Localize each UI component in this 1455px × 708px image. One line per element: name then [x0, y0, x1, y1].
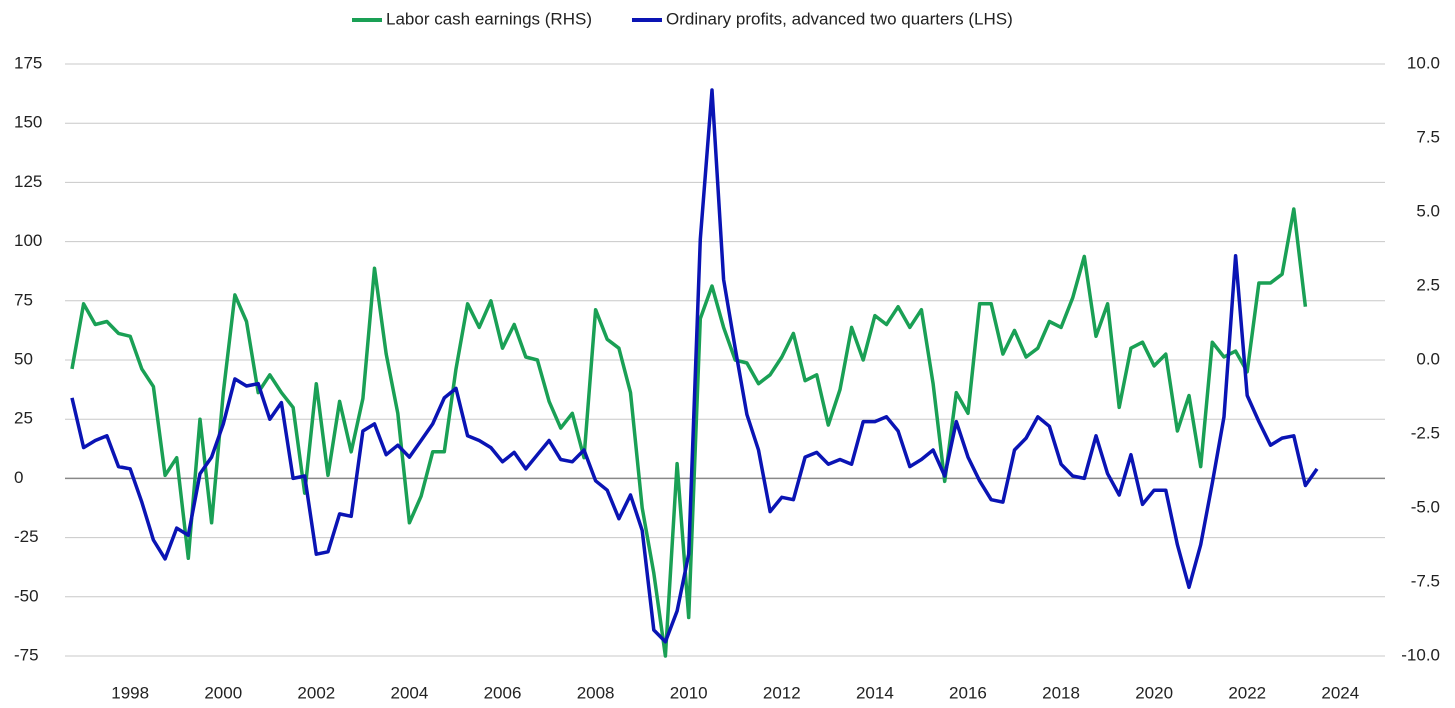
x-tick-label: 2004 [391, 683, 429, 702]
y-tick-label: 75 [14, 290, 33, 309]
y2-tick-label: -2.5 [1411, 423, 1440, 442]
x-tick-label: 1998 [111, 683, 149, 702]
y2-tick-label: 2.5 [1416, 275, 1440, 294]
x-tick-label: 2016 [949, 683, 987, 702]
x-tick-label: 2020 [1135, 683, 1173, 702]
y-tick-label: 150 [14, 113, 42, 132]
y2-tick-label: -5.0 [1411, 497, 1440, 516]
y-tick-label: 0 [14, 468, 23, 487]
x-tick-label: 2006 [484, 683, 522, 702]
x-tick-label: 2018 [1042, 683, 1080, 702]
series-line [70, 88, 1319, 644]
x-tick-label: 2000 [204, 683, 242, 702]
x-tick-label: 2024 [1321, 683, 1359, 702]
y-tick-label: 50 [14, 349, 33, 368]
y-tick-label: -25 [14, 527, 39, 546]
series-line [70, 207, 1308, 658]
y-tick-label: -50 [14, 586, 39, 605]
y2-tick-label: 10.0 [1407, 53, 1440, 72]
x-tick-label: 2002 [297, 683, 335, 702]
y-tick-label: 100 [14, 231, 42, 250]
y-tick-label: -75 [14, 645, 39, 664]
y2-tick-label: 5.0 [1416, 201, 1440, 220]
x-tick-label: 2014 [856, 683, 894, 702]
legend-label: Labor cash earnings (RHS) [386, 9, 592, 28]
y-tick-label: 25 [14, 409, 33, 428]
x-tick-label: 2012 [763, 683, 801, 702]
y2-tick-label: 0.0 [1416, 349, 1440, 368]
x-tick-label: 2010 [670, 683, 708, 702]
legend-label: Ordinary profits, advanced two quarters … [666, 9, 1013, 28]
x-tick-label: 2008 [577, 683, 615, 702]
y2-tick-label: 7.5 [1416, 127, 1440, 146]
x-tick-label: 2022 [1228, 683, 1266, 702]
y2-tick-label: -10.0 [1401, 645, 1440, 664]
y-tick-label: 125 [14, 172, 42, 191]
y2-tick-label: -7.5 [1411, 571, 1440, 590]
y-tick-label: 175 [14, 53, 42, 72]
